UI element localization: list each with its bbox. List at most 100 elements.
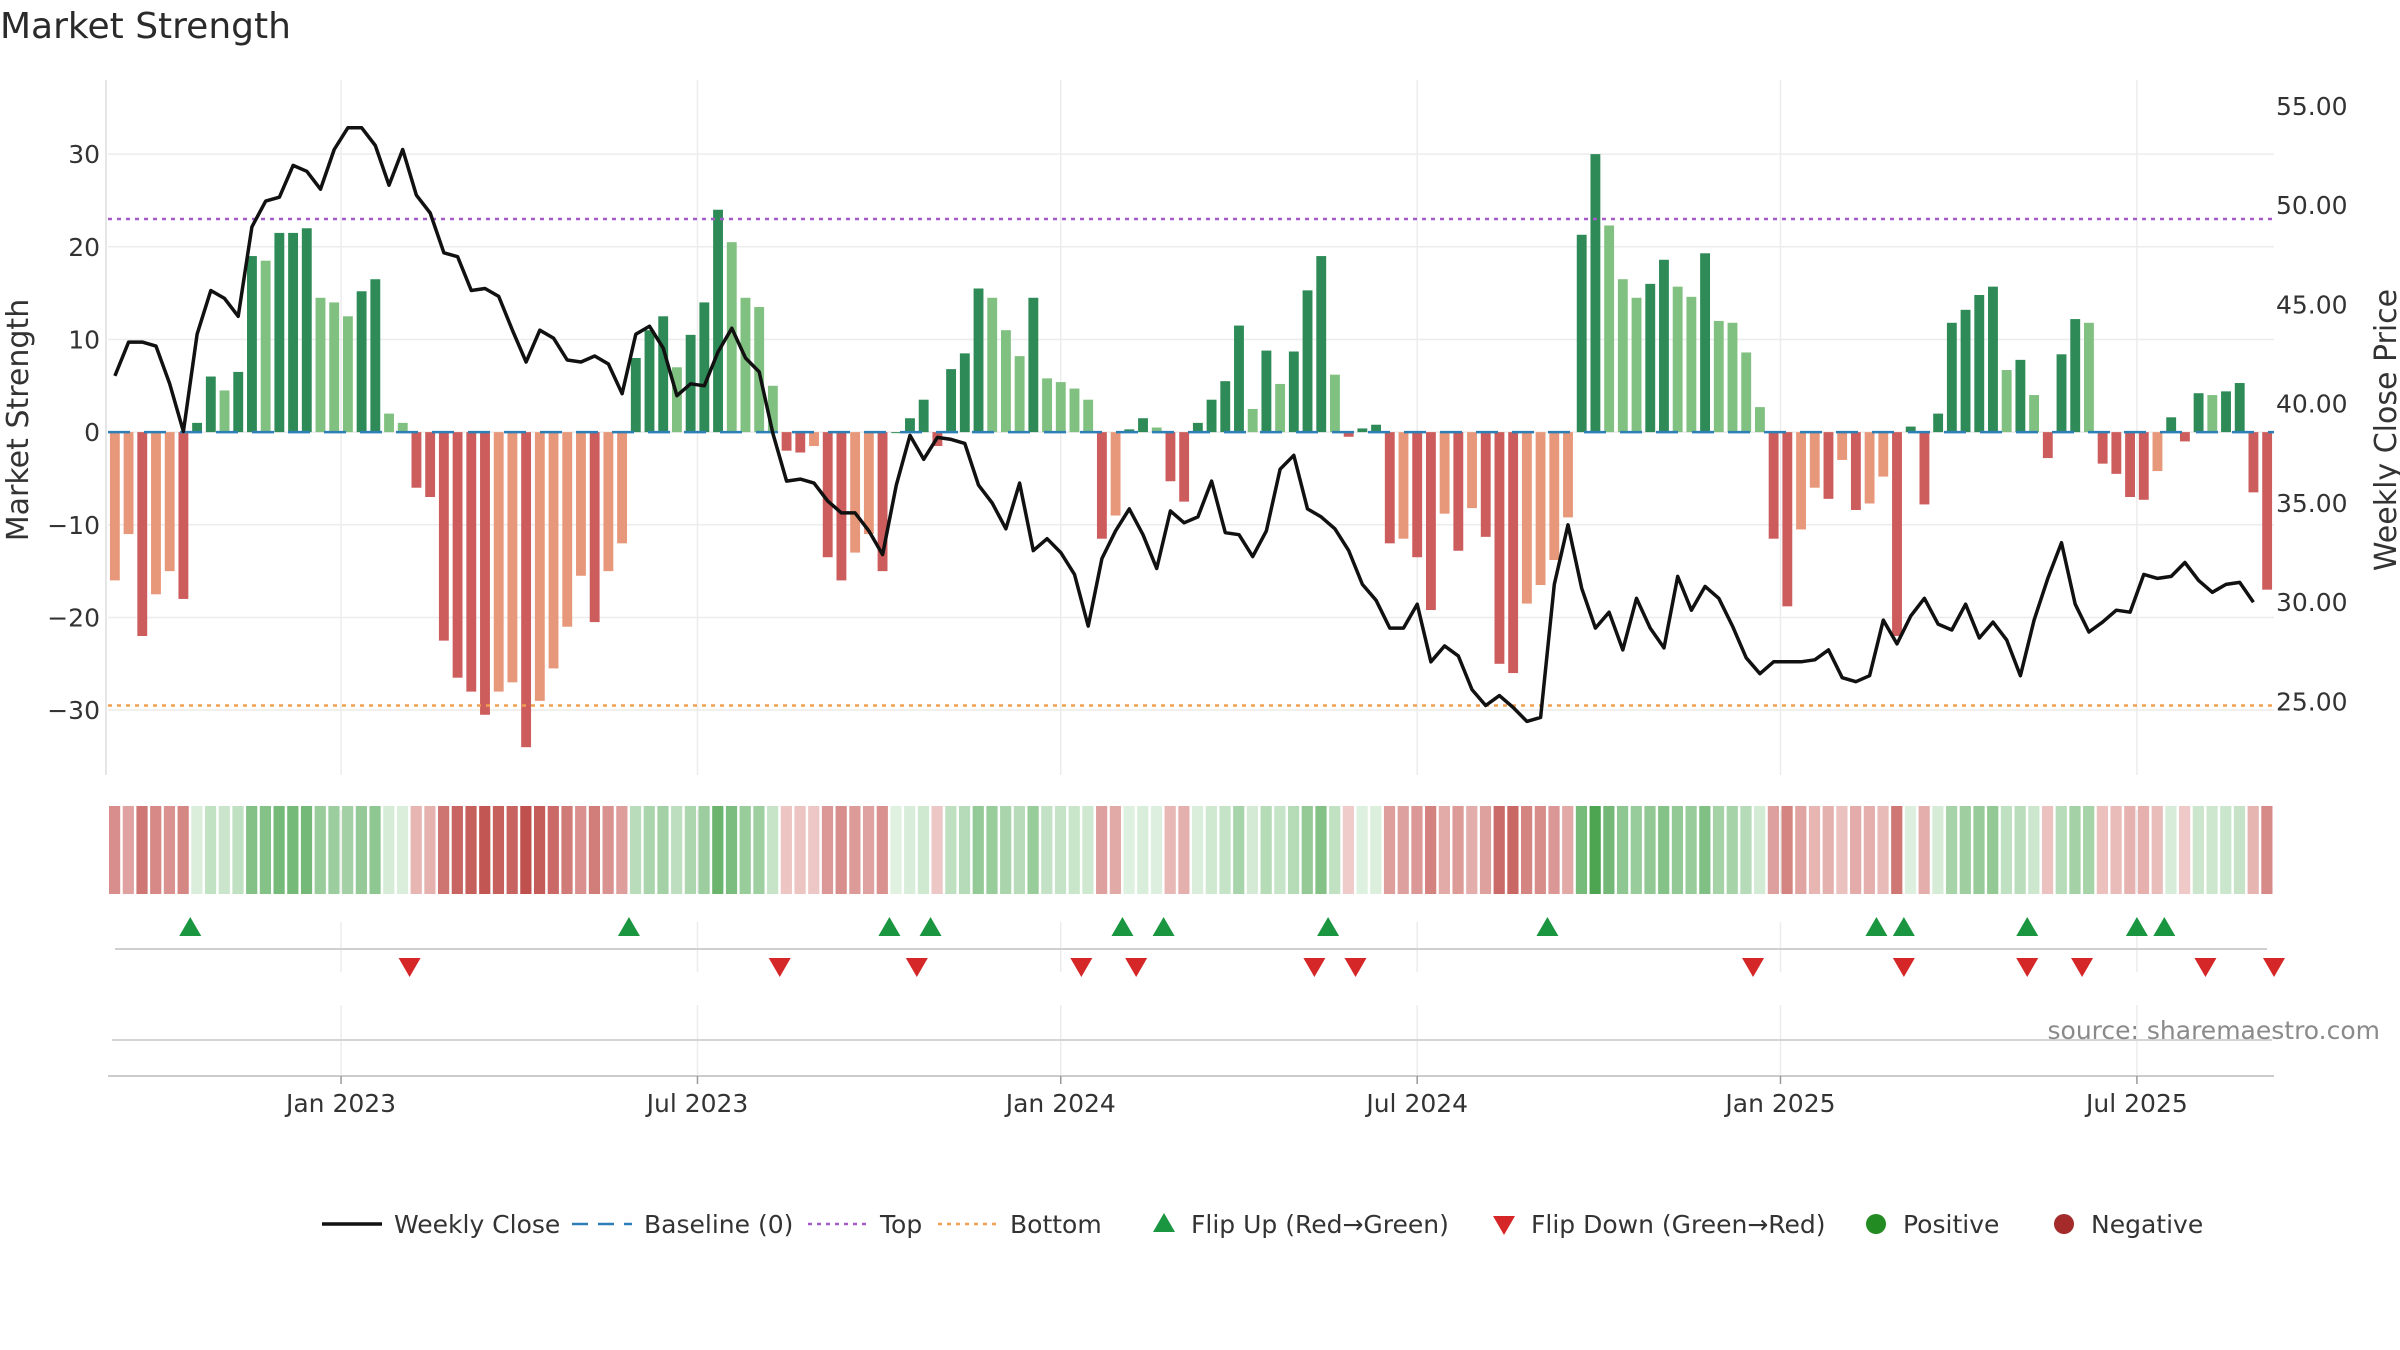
strength-bar [1563,432,1573,518]
right-y-axis: 55.00 50.00 45.00 40.00 35.00 30.00 25.00 [2276,92,2348,717]
strength-bar [384,413,394,433]
strength-bar [1398,432,1409,539]
heat-cell [643,806,655,894]
heat-cell [383,806,395,894]
heat-cell [588,806,601,894]
left-axis-label: Market Strength [1,299,36,541]
legend-swatch-flip-down [1493,1216,1515,1235]
flip-up-marker [2125,917,2148,936]
heat-cell [1630,806,1642,894]
heat-cell [2124,806,2136,894]
heat-cell [808,806,820,894]
flip-down-marker [398,958,421,977]
strength-bar [397,422,408,433]
heat-cell [1836,806,1848,894]
heat-cell [1109,806,1121,894]
heat-cell [1658,806,1670,894]
strength-bar [2070,319,2081,433]
heat-cell [1521,806,1533,894]
left-y-axis: 30 20 10 0 −10 −20 −30 [47,140,100,725]
heat-cell [958,806,971,894]
weekly-close-series [113,125,2255,724]
heat-cell [273,806,285,894]
right-tick-label: 50.00 [2276,191,2348,220]
heat-cell [1616,806,1629,894]
heat-cell [561,806,573,894]
heat-cell [753,806,765,894]
strength-bar [863,432,874,535]
strength-bar [1864,432,1875,504]
strength-bar [1439,432,1450,514]
strength-bar [438,432,449,641]
strength-bar [1659,259,1669,433]
heat-cell [739,806,751,894]
strength-bar [548,432,559,669]
heat-cell [602,806,614,894]
heat-cell [1013,806,1025,894]
strength-bar [1165,432,1176,482]
heat-cell [2220,806,2232,894]
heat-cell [1795,806,1807,894]
heat-cell [1740,806,1752,894]
strength-bar [1837,432,1848,460]
heat-cell [1246,806,1259,894]
heat-cell [342,806,354,894]
heat-cell [2233,806,2246,894]
strength-bar [1700,253,1711,433]
strength-bar [178,432,189,599]
right-tick-label: 45.00 [2276,290,2348,319]
strength-bar [2207,395,2218,433]
flip-up-marker [1892,917,1915,936]
heat-cell [2096,806,2108,894]
x-tick-label: Jul 2023 [645,1089,749,1118]
heat-cell [1904,806,1917,894]
left-tick-label: 0 [84,418,100,447]
strength-bar [356,291,367,433]
strength-bar [877,432,888,572]
heat-cell [1329,806,1341,894]
heat-cell [1699,806,1711,894]
heat-cell [931,806,943,894]
heat-cell [287,806,299,894]
flip-down-marker [1742,958,1765,977]
heat-cell [780,806,792,894]
heat-cell [1685,806,1697,894]
strength-bar [1261,350,1272,433]
heat-cell [1945,806,1958,894]
flip-down-marker [1344,958,1367,977]
heat-cell [2000,806,2013,894]
left-tick-label: −30 [47,696,100,725]
strength-bar [1878,432,1889,477]
strength-bar [850,432,861,553]
heat-cell [1918,806,1930,894]
legend-label: Top [879,1210,922,1239]
heat-cell [1493,806,1505,894]
legend-label: Flip Up (Red→Green) [1191,1210,1449,1239]
left-tick-label: 30 [68,140,100,169]
strength-bar [1371,424,1382,433]
strength-bar [1960,309,1971,433]
flip-down-marker [905,958,928,977]
legend-label: Bottom [1010,1210,1102,1239]
heat-cell [1397,806,1409,894]
strength-bar [1809,432,1820,488]
legend-swatch-dot [1866,1214,1886,1234]
heat-cell [1164,806,1176,894]
strength-bar [1988,286,1998,433]
strength-bar [699,302,710,433]
heat-cell [136,806,148,894]
strength-bar [205,376,216,433]
legend-label: Baseline (0) [644,1210,793,1239]
heat-cell [862,806,875,894]
strength-bar [1796,432,1806,530]
reference-lines [108,217,2274,707]
flip-up-marker [1536,917,1559,936]
strength-bar [1933,413,1944,433]
heat-cell [1082,806,1094,894]
strength-bar [603,432,614,572]
strength-bar [973,288,984,433]
strength-bar [466,432,477,692]
strength-bar [2179,432,2190,442]
flip-up-marker [1152,917,1175,936]
strength-bar [1494,432,1505,664]
